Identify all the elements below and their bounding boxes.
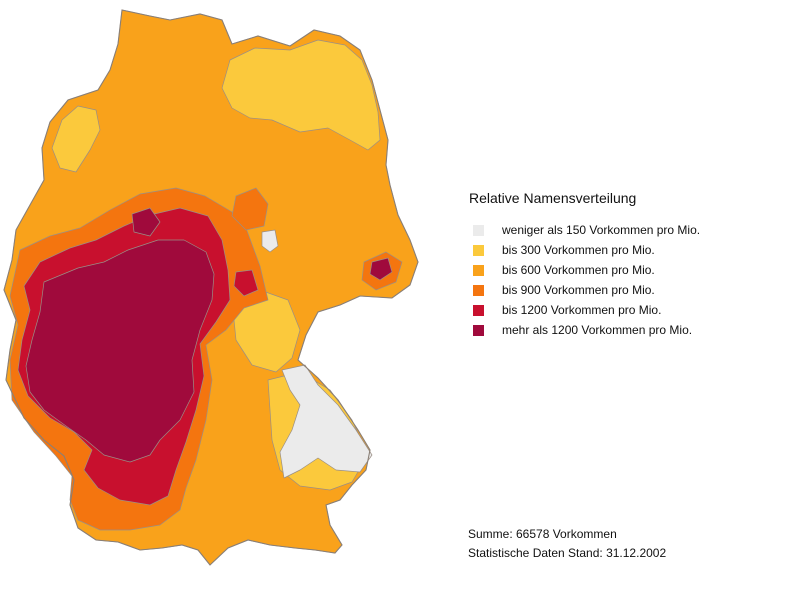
region-core-high (25, 239, 215, 463)
legend-label: mehr als 1200 Vorkommen pro Mio. (502, 323, 693, 337)
legend-label: weniger als 150 Vorkommen pro Mio. (502, 223, 701, 237)
legend-item: bis 1200 Vorkommen pro Mio. (473, 300, 700, 320)
region-central-patch (231, 187, 269, 231)
region-north-high (131, 207, 161, 237)
region-small-enclave (261, 229, 279, 253)
legend-title: Relative Namensverteilung (469, 190, 637, 206)
legend-label: bis 300 Vorkommen pro Mio. (502, 243, 655, 257)
data-date-text: Statistische Daten Stand: 31.12.2002 (468, 546, 667, 560)
legend-swatch (473, 244, 484, 256)
region-east-spot (369, 257, 393, 281)
legend-swatch (473, 304, 484, 316)
legend-item: bis 600 Vorkommen pro Mio. (473, 260, 700, 280)
region-north-west (51, 105, 101, 173)
region-east-high (233, 269, 259, 297)
region-bavaria-low (279, 364, 373, 479)
map-canvas (3, 9, 419, 566)
legend-label: bis 1200 Vorkommen pro Mio. (502, 303, 662, 317)
legend-item: bis 300 Vorkommen pro Mio. (473, 240, 700, 260)
germany-choropleth-map (3, 9, 419, 566)
region-east-interior (231, 289, 301, 373)
legend: weniger als 150 Vorkommen pro Mio. bis 3… (473, 220, 700, 340)
legend-swatch (473, 264, 484, 276)
legend-item: bis 900 Vorkommen pro Mio. (473, 280, 700, 300)
germany-border (3, 9, 419, 566)
legend-label: bis 900 Vorkommen pro Mio. (502, 283, 655, 297)
legend-swatch (473, 284, 484, 296)
footer-notes: Summe: 66578 Vorkommen Statistische Date… (468, 525, 666, 563)
legend-swatch (473, 324, 484, 336)
legend-item: mehr als 1200 Vorkommen pro Mio. (473, 320, 700, 340)
region-north-east (221, 39, 381, 151)
legend-item: weniger als 150 Vorkommen pro Mio. (473, 220, 700, 240)
legend-label: bis 600 Vorkommen pro Mio. (502, 263, 655, 277)
legend-swatch (473, 224, 484, 236)
summary-text: Summe: 66578 Vorkommen (468, 527, 617, 541)
